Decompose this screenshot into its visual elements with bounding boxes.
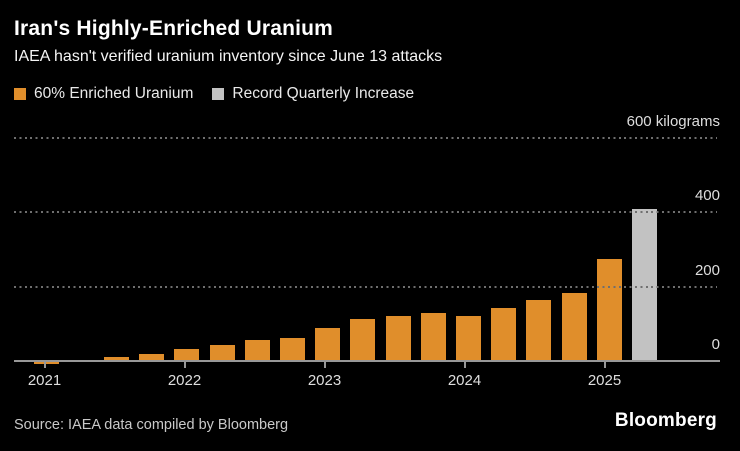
bar-2023-q2 — [350, 318, 376, 361]
legend-label-record-increase: Record Quarterly Increase — [232, 85, 415, 102]
bar-2024-q4 — [561, 293, 587, 361]
bar-2022-q4 — [279, 337, 305, 361]
gridline-200 — [14, 285, 717, 288]
x-axis-label-2021: 2021 — [27, 372, 62, 389]
bar-2021-q1 — [33, 360, 59, 364]
chart-title: Iran's Highly-Enriched Uranium — [14, 17, 334, 40]
y-axis-label-600: 600 kilograms — [626, 113, 720, 131]
y-axis-label-0: 0 — [711, 336, 720, 353]
x-axis-label-2025: 2025 — [587, 372, 622, 389]
x-tick-2023 — [323, 361, 326, 368]
x-axis-label-2024: 2024 — [447, 372, 482, 389]
gridline-400 — [14, 211, 717, 214]
x-tick-2025 — [603, 361, 606, 368]
bar-2025-q2 — [631, 209, 657, 361]
bar-2023-q1 — [315, 328, 341, 361]
chart-subtitle: IAEA hasn't verified uranium inventory s… — [14, 48, 443, 65]
gridline-600 — [14, 137, 717, 140]
x-axis-label-2023: 2023 — [307, 372, 342, 389]
legend-swatch-orange-icon — [14, 88, 26, 100]
source-credit: Source: IAEA data compiled by Bloomberg — [14, 417, 289, 433]
bar-2024-q2 — [491, 308, 517, 361]
bar-2024-q3 — [526, 299, 552, 361]
x-tick-2021 — [43, 361, 46, 368]
chart-legend: 60% Enriched Uranium Record Quarterly In… — [14, 85, 433, 103]
legend-item-record-increase: Record Quarterly Increase — [212, 85, 414, 103]
x-axis-label-2022: 2022 — [167, 372, 202, 389]
x-axis-line — [14, 359, 720, 362]
bar-2022-q1 — [174, 348, 200, 361]
bloomberg-logo: Bloomberg — [614, 410, 717, 431]
bar-2022-q2 — [209, 344, 235, 361]
bar-2023-q3 — [385, 315, 411, 361]
legend-item-enriched-uranium: 60% Enriched Uranium — [14, 85, 193, 103]
bar-2022-q3 — [244, 340, 270, 361]
bar-2025-q1 — [596, 258, 622, 361]
x-tick-2024 — [463, 361, 466, 368]
bar-2023-q4 — [420, 313, 446, 361]
y-axis-label-400: 400 — [694, 187, 720, 205]
legend-swatch-gray-icon — [212, 88, 225, 100]
x-tick-2022 — [183, 361, 186, 368]
bar-2021-q3 — [103, 357, 129, 361]
bar-2024-q1 — [455, 315, 481, 361]
bar-2021-q4 — [139, 354, 165, 361]
y-axis-label-200: 200 — [694, 261, 720, 279]
legend-label-enriched-uranium: 60% Enriched Uranium — [34, 85, 194, 102]
